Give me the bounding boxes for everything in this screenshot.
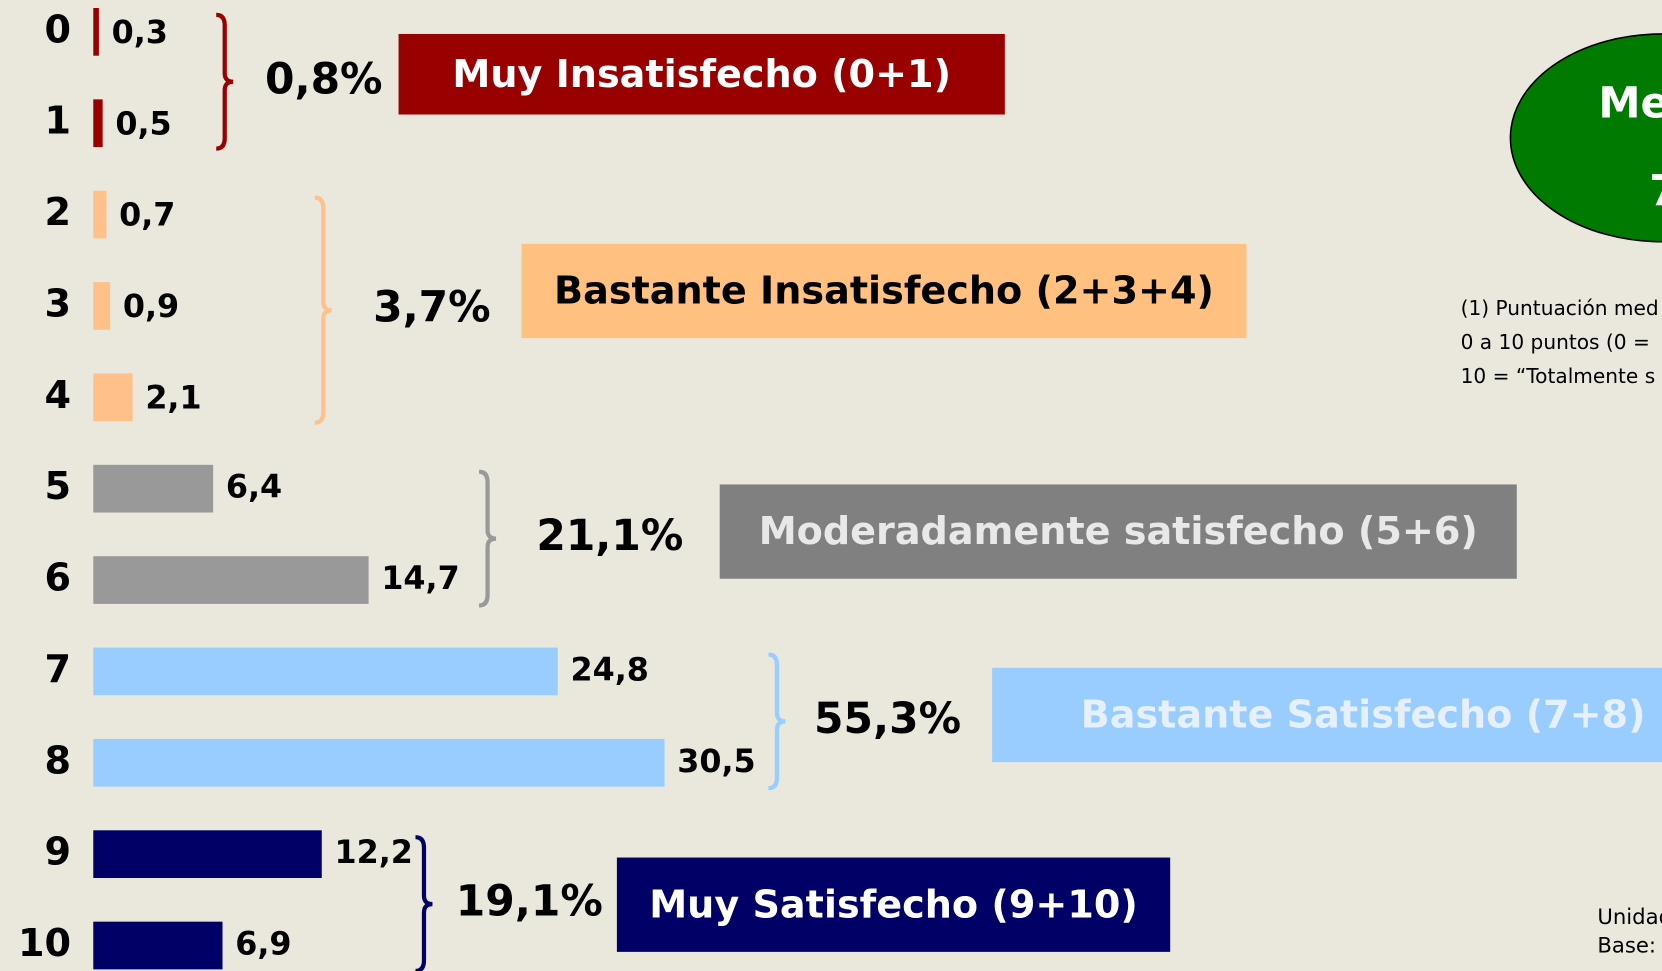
- bar: [93, 647, 558, 696]
- group-brace: [768, 652, 786, 791]
- value-label: 14,7: [381, 560, 459, 597]
- value-label: 6,9: [235, 926, 291, 963]
- group-box: [992, 667, 1662, 763]
- category-label: 4: [44, 373, 71, 417]
- group-brace: [415, 835, 433, 971]
- bar: [93, 190, 107, 239]
- category-label: 0: [44, 7, 71, 51]
- category-label: 3: [44, 281, 71, 325]
- note: 10 = “Totalmente s: [1461, 364, 1656, 388]
- value-label: 0,5: [115, 105, 171, 142]
- value-label: 0,3: [112, 14, 168, 51]
- ellipse-text: 7: [1649, 167, 1662, 216]
- group-brace: [216, 12, 234, 151]
- group-brace: [478, 469, 497, 608]
- value-label: 0,9: [123, 288, 179, 325]
- note: (1) Puntuación med: [1461, 296, 1659, 320]
- group-box: [398, 33, 1005, 115]
- value-label: 30,5: [677, 743, 755, 780]
- bar: [93, 830, 322, 878]
- group-box: [719, 484, 1517, 579]
- value-label: 12,2: [334, 834, 412, 871]
- category-label: 8: [44, 738, 71, 782]
- group-box: [521, 243, 1247, 339]
- group-total: 0,8%: [265, 54, 383, 103]
- bar: [93, 373, 133, 422]
- group-total: 19,1%: [456, 877, 603, 926]
- category-label: 1: [44, 99, 71, 143]
- category-label: 6: [44, 556, 71, 600]
- group-total: 55,3%: [814, 694, 961, 743]
- group-total: 3,7%: [373, 283, 491, 332]
- category-label: 7: [44, 647, 71, 691]
- category-label: 9: [44, 830, 71, 874]
- value-label: 0,7: [119, 197, 175, 234]
- group-total: 21,1%: [536, 511, 683, 560]
- bar: [93, 921, 223, 970]
- group-name: Bastante Insatisfecho (2+3+4): [554, 269, 1214, 313]
- group-name: Muy Insatisfecho (0+1): [452, 52, 951, 96]
- category-label: 10: [18, 921, 71, 965]
- bar: [93, 7, 99, 56]
- note: 0 a 10 puntos (0 =: [1461, 330, 1650, 354]
- bar: [93, 464, 214, 513]
- group-brace: [314, 195, 332, 425]
- group-box: [616, 857, 1171, 952]
- bar: [93, 738, 665, 787]
- category-label: 5: [44, 464, 71, 508]
- value-label: 24,8: [570, 651, 648, 688]
- group-name: Muy Satisfecho (9+10): [649, 882, 1138, 926]
- group-name: Bastante Satisfecho (7+8): [1081, 693, 1646, 737]
- ellipse-text: Me: [1598, 79, 1662, 128]
- bar: [93, 556, 369, 604]
- bar: [93, 282, 111, 330]
- group-name: Moderadamente satisfecho (5+6): [759, 509, 1478, 553]
- bar: [93, 99, 103, 148]
- footer: Base:: [1597, 933, 1656, 958]
- footer: Unidad: [1597, 904, 1662, 929]
- value-label: 2,1: [145, 379, 201, 416]
- value-label: 6,4: [226, 469, 282, 506]
- category-label: 2: [44, 190, 71, 234]
